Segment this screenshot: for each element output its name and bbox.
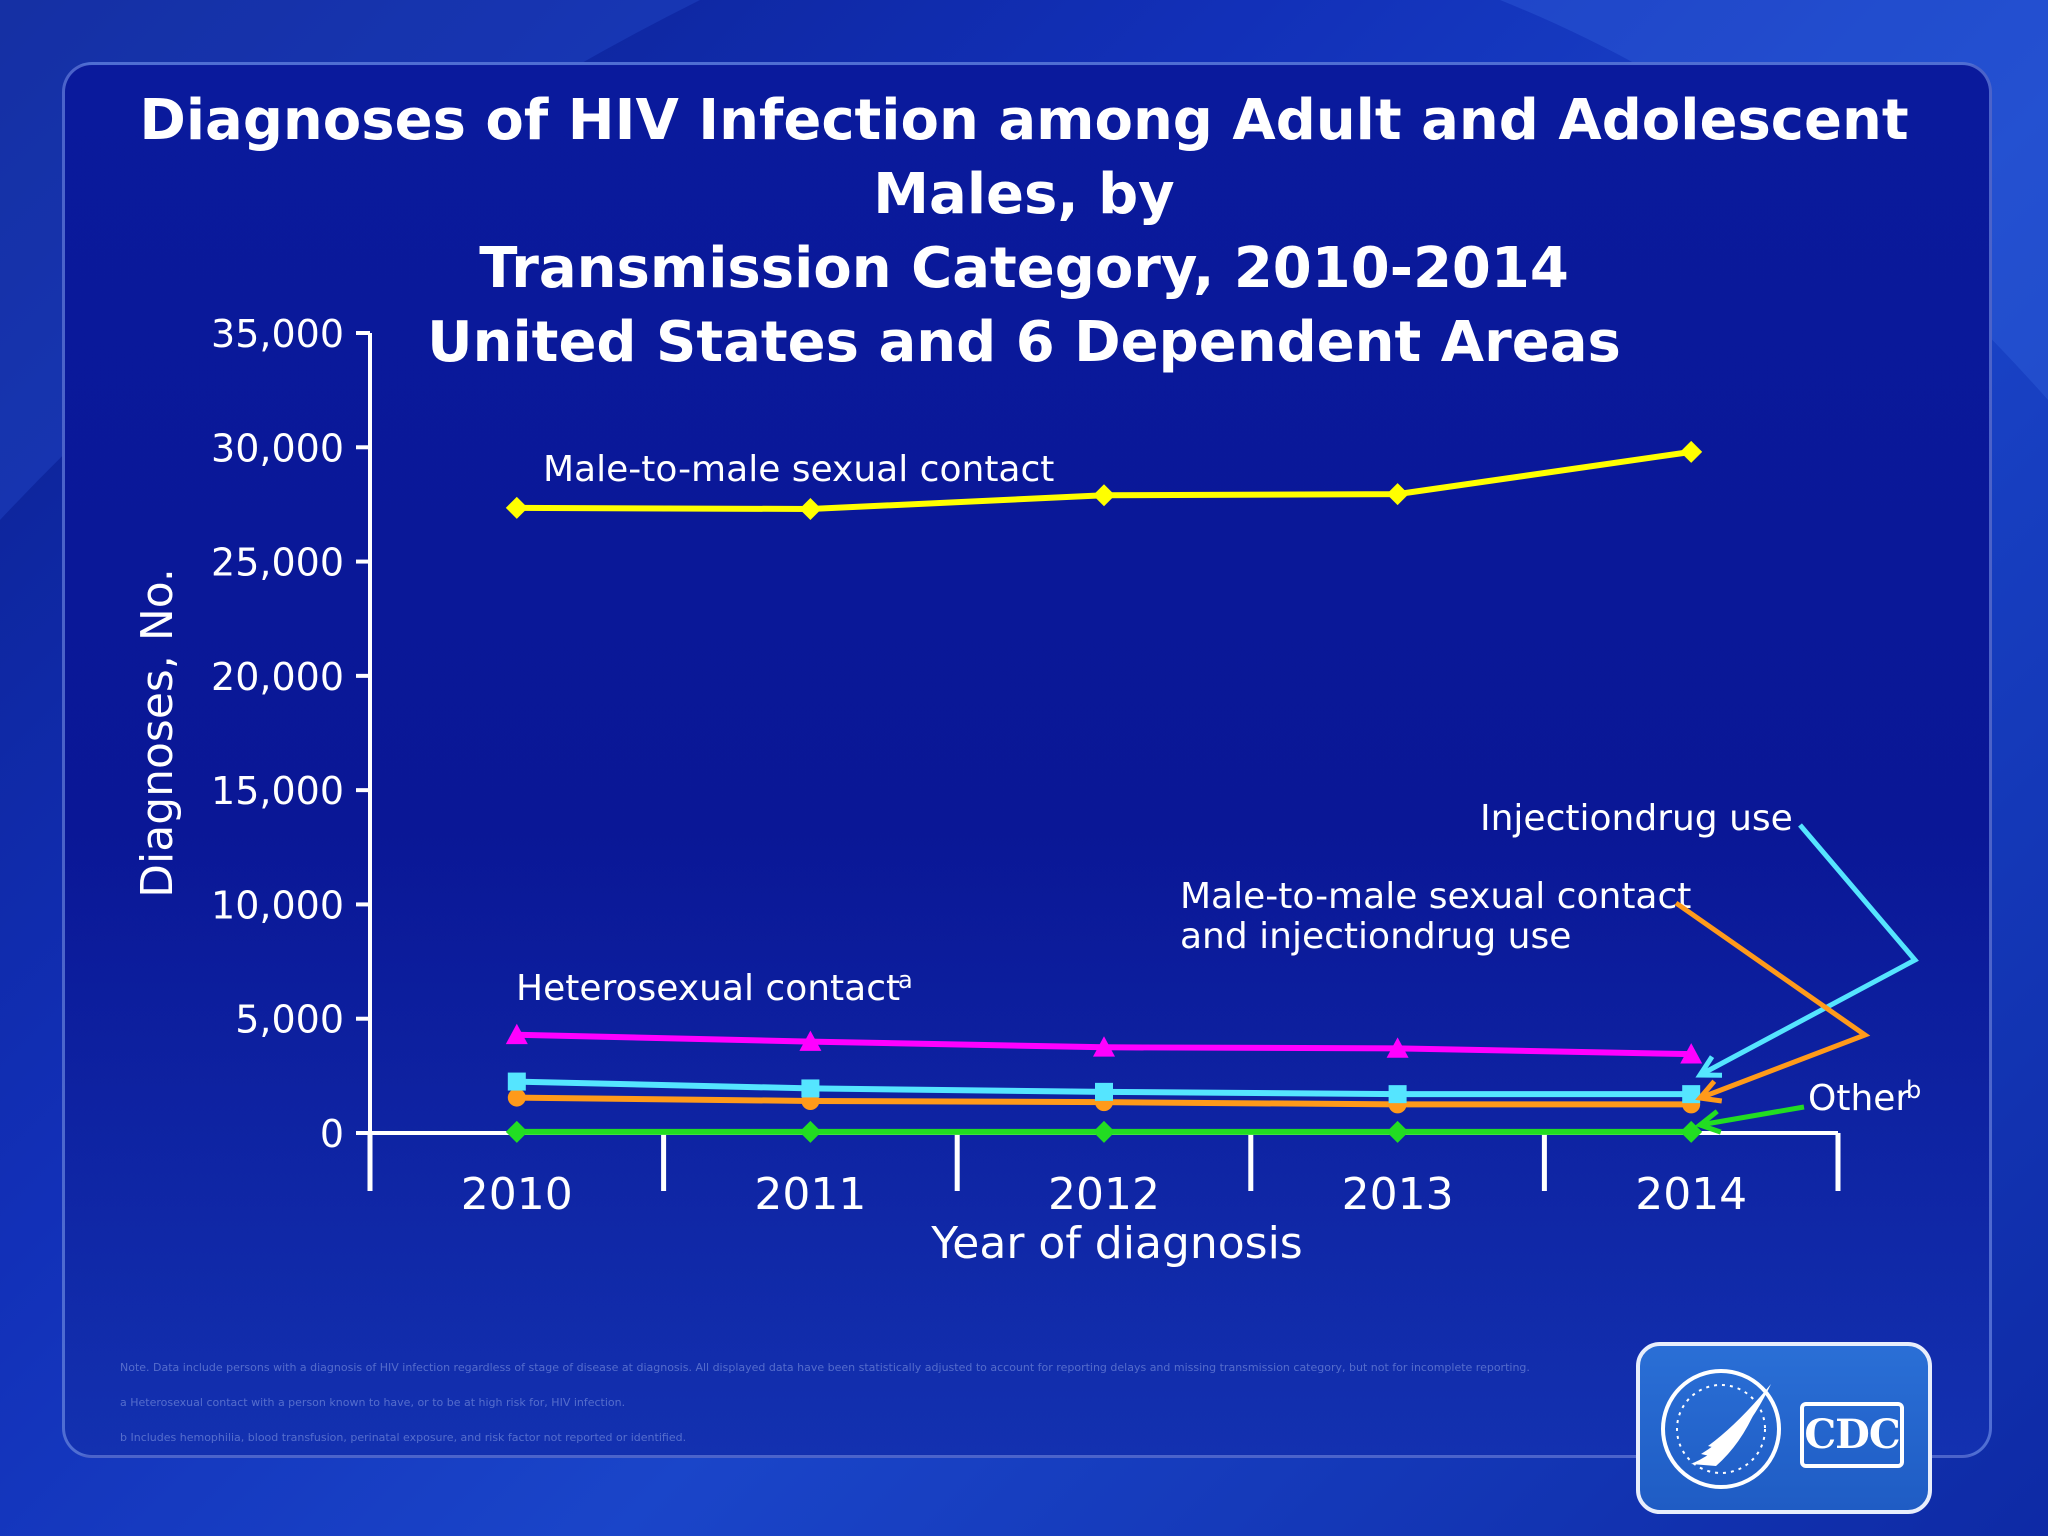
y-tick-label: 0: [320, 1112, 344, 1156]
leader-arrow-msm-idu-line: [1674, 900, 1871, 1101]
series-other: [505, 1120, 1703, 1143]
leader-arrow-msm-idu-head: [1695, 1079, 1723, 1104]
series-label-other-sup: b: [1906, 1076, 1921, 1104]
data-point-other: [505, 1120, 528, 1143]
chart-series: [505, 440, 1703, 1143]
x-tick-label: 2011: [754, 1169, 866, 1220]
leader-arrow-idu-line: [1698, 823, 1919, 1078]
x-tick-label: 2013: [1342, 1169, 1454, 1220]
data-point-heterosexual: [505, 1023, 528, 1045]
content-panel: [62, 62, 1992, 1458]
y-axis-label: Diagnoses, No.: [132, 568, 183, 898]
x-axis-label: Year of diagnosis: [930, 1218, 1302, 1269]
data-point-other: [799, 1120, 822, 1143]
y-tick-label: 10,000: [211, 883, 344, 927]
y-tick-label: 25,000: [211, 541, 344, 585]
series-label-msm: Male-to-male sexual contact: [543, 449, 1054, 490]
series-msm: [505, 440, 1703, 520]
footnote-b: b Includes hemophilia, blood transfusion…: [120, 1431, 687, 1444]
data-point-heterosexual: [799, 1030, 822, 1051]
leader-arrow-other-head: [1694, 1109, 1722, 1135]
data-point-other: [1093, 1120, 1115, 1143]
data-point-idu: [1095, 1082, 1113, 1101]
series-label-other: Other: [1808, 1078, 1910, 1119]
footnote-note: Note. Data include persons with a diagno…: [120, 1361, 1530, 1374]
data-point-idu: [1388, 1085, 1407, 1104]
data-point-heterosexual: [1680, 1043, 1703, 1064]
data-point-msm_idu: [507, 1088, 526, 1107]
data-point-idu: [507, 1072, 526, 1091]
chart-labels: Male-to-male sexual contact Heterosexual …: [516, 449, 1921, 1135]
leader-arrow-msm-idu: [1674, 900, 1871, 1104]
cdc-logo-text: CDC: [1800, 1402, 1904, 1468]
data-point-msm: [505, 496, 528, 519]
y-tick-label: 5,000: [235, 998, 344, 1042]
series-label-msm-idu-line1: Male-to-male sexual contact: [1180, 876, 1691, 917]
leader-arrow-other: [1694, 1104, 1805, 1135]
leader-arrow-idu-head: [1695, 1055, 1723, 1078]
cdc-logo: CDC: [1636, 1342, 1932, 1514]
title-line-2: Transmission Category, 2010-2014: [479, 236, 1569, 301]
series-label-idu: Injectiondrug use: [1480, 798, 1793, 839]
x-tick-label: 2010: [461, 1169, 573, 1220]
page-title: Diagnoses of HIV Infection among Adult a…: [62, 84, 1986, 380]
title-line-1: Diagnoses of HIV Infection among Adult a…: [139, 88, 1909, 227]
data-point-idu: [1682, 1085, 1701, 1104]
data-point-heterosexual: [1093, 1036, 1115, 1057]
y-tick-label: 30,000: [211, 426, 344, 470]
data-point-msm: [799, 498, 822, 520]
series-label-heterosexual-sup: a: [898, 966, 913, 994]
leader-arrow-other-line: [1699, 1104, 1805, 1128]
chart-axes: 0 5,000 10,000 15,000 20,000 25,000 30,000 35,0…: [132, 312, 1841, 1269]
leader-arrow-idu: [1695, 823, 1919, 1078]
series-label-heterosexual: Heterosexual contact: [516, 968, 900, 1009]
y-tick-label: 15,000: [211, 769, 344, 813]
data-point-msm: [1680, 440, 1703, 463]
footnote-a: a Heterosexual contact with a person kno…: [120, 1396, 626, 1409]
footnotes: Note. Data include persons with a diagno…: [120, 1350, 1620, 1455]
data-point-msm: [1093, 484, 1115, 507]
series-idu: [507, 1072, 1701, 1104]
data-point-other: [1386, 1120, 1409, 1143]
data-point-idu: [801, 1079, 820, 1098]
x-tick-label: 2012: [1048, 1169, 1160, 1220]
y-tick-label: 20,000: [211, 655, 344, 699]
y-tick-label: 35,000: [211, 312, 344, 356]
data-point-msm: [1386, 483, 1409, 506]
x-tick-label: 2014: [1635, 1169, 1747, 1220]
series-label-msm-idu-line2: and injectiondrug use: [1180, 916, 1571, 957]
data-point-heterosexual: [1386, 1037, 1409, 1058]
title-line-3: United States and 6 Dependent Areas: [427, 310, 1621, 375]
hhs-eagle-icon: [1661, 1369, 1781, 1489]
series-heterosexual: [505, 1023, 1703, 1064]
